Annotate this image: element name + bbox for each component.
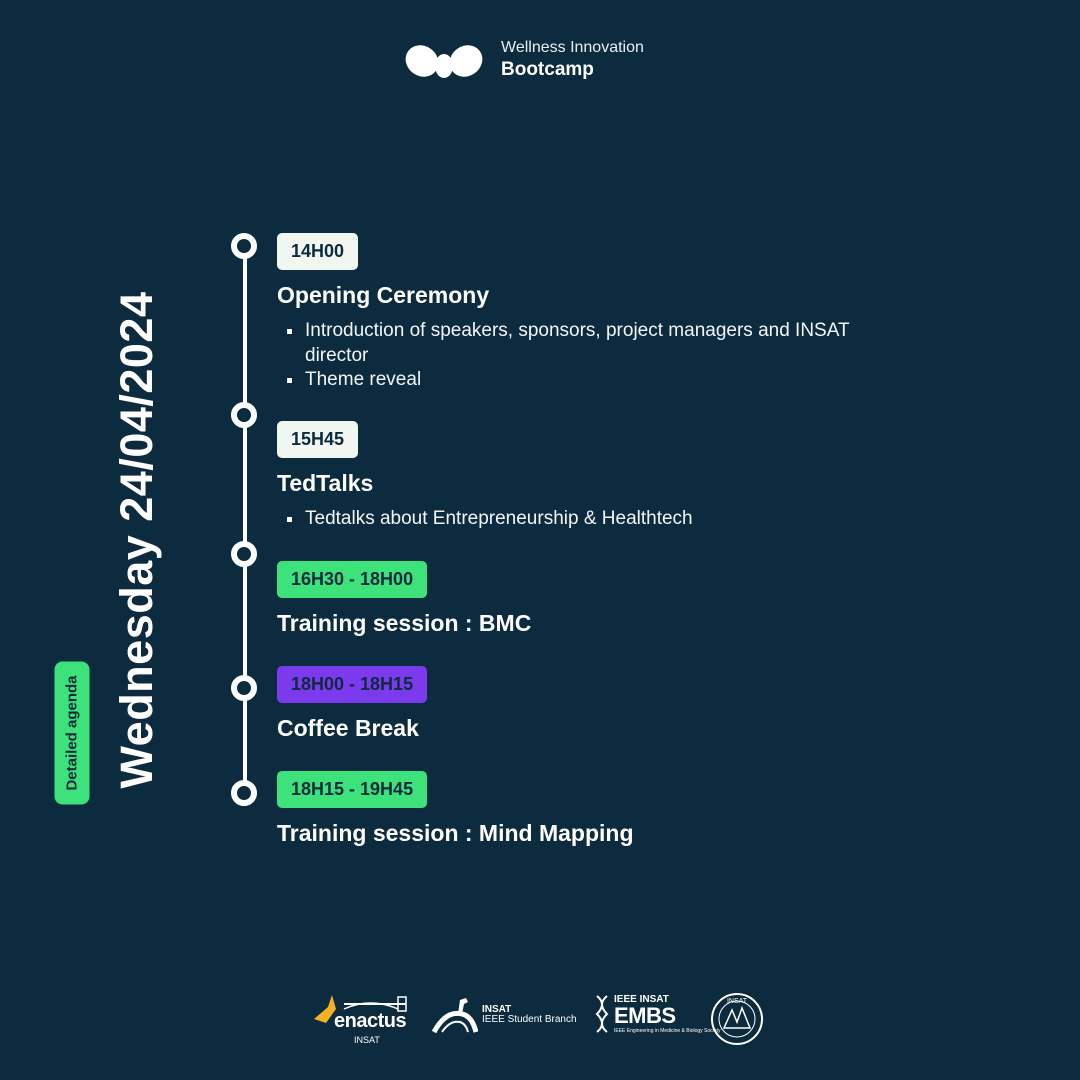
event-detail: Introduction of speakers, sponsors, proj… (277, 319, 895, 368)
event-details: Introduction of speakers, sponsors, proj… (277, 319, 895, 393)
agenda-item: 15H45 TedTalks Tedtalks about Entreprene… (277, 421, 895, 532)
event-title: Coffee Break (277, 715, 419, 741)
ieee-sb-line1: INSAT (482, 1004, 512, 1015)
event-title: Training session : BMC (277, 610, 532, 636)
enactus-sub: INSAT (354, 1035, 380, 1045)
sponsor-logos: enactus INSAT INSAT IEEE Student Branch … (0, 990, 1080, 1046)
enactus-icon (314, 994, 407, 1023)
event-details: Tedtalks about Entrepreneurship & Health… (277, 507, 895, 532)
agenda-item: 14H00 Opening Ceremony Introduction of s… (277, 233, 895, 393)
time-badge: 14H00 (277, 233, 359, 270)
event-title: TedTalks (277, 470, 374, 496)
bridge-icon (432, 998, 478, 1034)
timeline-node (231, 402, 257, 428)
ieee-embs-logo: IEEE INSAT EMBS IEEE Engineering in Medi… (594, 994, 720, 1034)
agenda-date: Wednesday 24/04/2024 (111, 291, 162, 789)
insat-seal-logo: INSAT (710, 992, 764, 1046)
wellness-logo-icon (405, 45, 483, 78)
detailed-agenda-badge: Detailed agenda (54, 661, 90, 805)
enactus-logo: enactus INSAT (314, 992, 407, 1045)
timeline-node (231, 541, 257, 567)
event-title: Opening Ceremony (277, 282, 490, 308)
event-brand: Wellness Innovation Bootcamp (403, 38, 644, 82)
ieee-sb-line2: IEEE Student Branch (482, 1014, 577, 1025)
embs-line1: IEEE INSAT (614, 993, 669, 1005)
agenda-item: 16H30 - 18H00 Training session : BMC (277, 561, 531, 637)
timeline-node (231, 233, 257, 259)
timeline-node (231, 780, 257, 806)
ieee-student-branch-logo: INSAT IEEE Student Branch (432, 996, 577, 1034)
insat-seal-icon: INSAT (711, 993, 763, 1045)
timeline-line (243, 246, 247, 793)
embs-line2: EMBS (614, 1002, 676, 1028)
time-badge: 18H00 - 18H15 (277, 666, 428, 703)
event-detail: Theme reveal (277, 368, 895, 393)
time-badge: 15H45 (277, 421, 359, 458)
agenda-item: 18H00 - 18H15 Coffee Break (277, 666, 428, 742)
insat-seal-text: INSAT (727, 998, 748, 1005)
agenda-item: 18H15 - 19H45 Training session : Mind Ma… (277, 771, 634, 847)
timeline-node (231, 675, 257, 701)
time-badge: 18H15 - 19H45 (277, 771, 428, 808)
event-detail: Tedtalks about Entrepreneurship & Health… (277, 507, 895, 532)
enactus-name: enactus (334, 1010, 407, 1032)
dna-icon (595, 995, 609, 1033)
time-badge: 16H30 - 18H00 (277, 561, 428, 598)
brand-line2: Bootcamp (501, 59, 594, 81)
brand-line1: Wellness Innovation (501, 39, 644, 56)
embs-line3: IEEE Engineering in Medicine & Biology S… (614, 1027, 721, 1034)
event-title: Training session : Mind Mapping (277, 820, 634, 846)
